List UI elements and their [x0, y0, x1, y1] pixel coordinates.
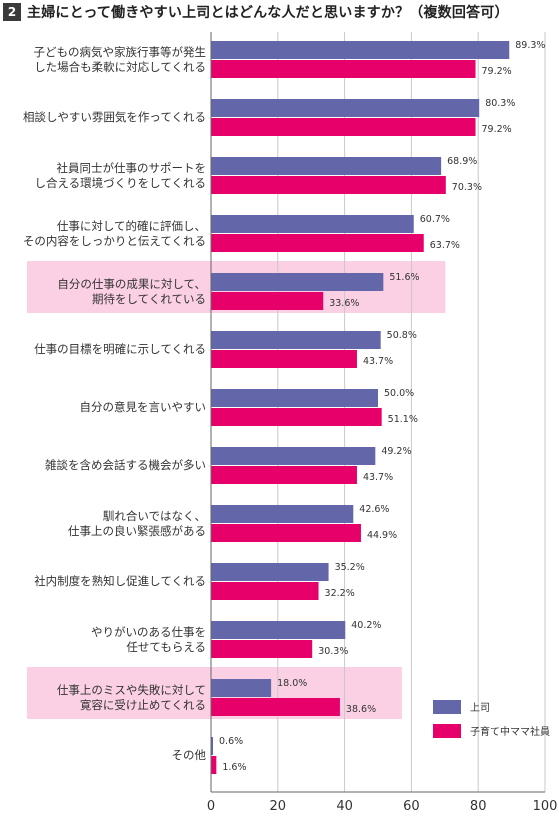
bar-boss: [211, 157, 442, 175]
value-label: 51.1%: [388, 414, 418, 425]
x-tick-label: 40: [336, 799, 353, 814]
bar-boss: [211, 621, 346, 639]
value-label: 60.7%: [420, 214, 450, 225]
category-label: 社内制度を熟知し促進してくれる: [34, 574, 206, 588]
bar-mom: [211, 466, 357, 484]
category-label: 馴れ合いではなく、: [103, 509, 206, 523]
bar-boss: [211, 563, 329, 581]
value-label: 38.6%: [346, 704, 376, 715]
category-label: 期待をしてくれている: [92, 292, 206, 306]
category-label: 相談しやすい雰囲気を作ってくれる: [23, 110, 206, 124]
value-label: 50.0%: [384, 388, 414, 399]
value-label: 32.2%: [325, 588, 355, 599]
value-label: 49.2%: [381, 446, 411, 457]
bar-boss: [211, 505, 354, 523]
category-label: 仕事上のミスや失敗に対して: [57, 683, 206, 697]
bar-mom: [211, 582, 319, 600]
value-label: 40.2%: [351, 620, 381, 631]
value-label: 50.8%: [387, 330, 417, 341]
bar-mom: [211, 176, 446, 194]
category-label: 仕事の目標を明確に示してくれる: [34, 342, 206, 356]
bar-mom: [211, 408, 382, 426]
category-label: やりがいのある仕事を: [91, 625, 206, 639]
value-label: 33.6%: [329, 298, 359, 309]
value-label: 44.9%: [367, 530, 397, 541]
category-label: 任せてもらえる: [126, 640, 206, 654]
bar-boss: [211, 679, 272, 697]
x-tick-label: 60: [403, 799, 420, 814]
bar-mom: [211, 524, 361, 542]
chart-title: 主婦にとって働きやすい上司とはどんな人だと思いますか？（複数回答可）: [27, 5, 509, 21]
bar-mom: [211, 60, 476, 78]
category-label: 仕事上の良い緊張感がある: [68, 524, 206, 538]
question-number-badge: 2: [3, 3, 21, 21]
x-tick-label: 0: [207, 799, 215, 814]
x-tick-label: 20: [270, 799, 287, 814]
value-label: 68.9%: [447, 156, 477, 167]
chart-header: 2 主婦にとって働きやすい上司とはどんな人だと思いますか？（複数回答可）: [0, 0, 559, 24]
value-label: 80.3%: [485, 98, 515, 109]
value-label: 79.2%: [482, 124, 512, 135]
value-label: 89.3%: [515, 40, 545, 51]
value-label: 63.7%: [430, 240, 460, 251]
value-label: 18.0%: [277, 678, 307, 689]
category-label: 仕事に対して的確に評価し、: [57, 219, 206, 233]
value-label: 35.2%: [335, 562, 365, 573]
value-label: 0.6%: [219, 736, 243, 747]
category-label: 自分の意見を言いやすい: [80, 400, 207, 414]
category-label: その内容をしっかりと伝えてくれる: [23, 234, 206, 248]
bar-mom: [211, 234, 424, 252]
category-label: 雑談を含め会話する機会が多い: [45, 458, 206, 472]
value-label: 43.7%: [363, 472, 393, 483]
category-label: 寛容に受け止めてくれる: [80, 698, 206, 712]
bar-mom: [211, 640, 313, 658]
bar-boss: [211, 99, 480, 117]
legend-label-mom: 子育て中ママ社員: [470, 725, 550, 738]
value-label: 43.7%: [363, 356, 393, 367]
x-tick-label: 100: [533, 799, 558, 814]
bar-boss: [211, 331, 381, 349]
bar-mom: [211, 756, 217, 774]
x-tick-label: 80: [470, 799, 487, 814]
bar-mom: [211, 350, 357, 368]
value-label: 1.6%: [222, 762, 246, 773]
bar-mom: [211, 118, 476, 136]
bar-boss: [211, 447, 376, 465]
bar-boss: [211, 273, 384, 291]
category-label: 自分の仕事の成果に対して、: [57, 277, 206, 291]
category-label: その他: [172, 748, 207, 762]
value-label: 30.3%: [318, 646, 348, 657]
category-label: した場合も柔軟に対応してくれる: [34, 60, 206, 74]
bar-mom: [211, 292, 324, 310]
bar-boss: [211, 389, 378, 407]
bar-boss: [211, 41, 510, 59]
legend-swatch-boss: [433, 700, 461, 714]
category-label: し合える環境づくりをしてくれる: [35, 176, 206, 190]
bar-boss: [211, 215, 414, 233]
legend-swatch-mom: [433, 724, 461, 738]
bar-mom: [211, 698, 340, 716]
value-label: 42.6%: [359, 504, 389, 515]
category-label: 子どもの病気や家族行事等が発生: [34, 45, 207, 59]
category-label: 社員同士が仕事のサポートを: [57, 161, 207, 175]
legend-label-boss: 上司: [470, 702, 490, 714]
value-label: 79.2%: [482, 66, 512, 77]
bar-boss: [211, 737, 214, 755]
value-label: 51.6%: [389, 272, 419, 283]
value-label: 70.3%: [452, 182, 482, 193]
